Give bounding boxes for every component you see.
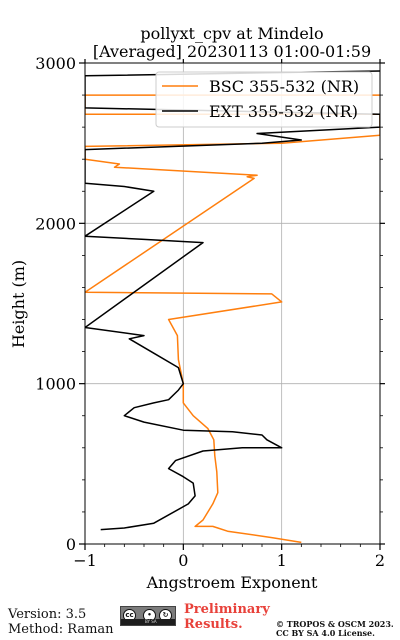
series-layer <box>85 70 380 544</box>
series-line-ext <box>85 70 380 531</box>
legend-box <box>155 71 373 128</box>
y-axis-label: Height (m) <box>9 260 28 348</box>
preliminary-label: Preliminary <box>184 602 270 617</box>
x-tick-label-0: −1 <box>73 551 97 570</box>
legend: BSC 355-532 (NR) EXT 355-532 (NR) <box>155 71 373 128</box>
legend-label-bsc: BSC 355-532 (NR) <box>209 77 359 96</box>
copyright-text: © TROPOS & OSCM 2023. <box>276 619 394 629</box>
x-tick-label-3: 2 <box>375 551 385 570</box>
y-tick-label-3: 3000 <box>35 54 76 73</box>
sa-icon: ↻ <box>159 609 172 622</box>
x-tick-label-1: 0 <box>178 551 188 570</box>
grid-layer <box>84 62 381 545</box>
version-text: Version: 3.5 <box>8 607 87 622</box>
y-tick-label-2: 2000 <box>35 214 76 233</box>
y-tick-label-1: 1000 <box>35 375 76 394</box>
x-axis-label: Angstroem Exponent <box>146 573 318 592</box>
cc-badge-text: BY SA <box>145 619 157 624</box>
y-tick-label-0: 0 <box>66 535 76 554</box>
series-line-bsc <box>85 94 380 544</box>
legend-label-ext: EXT 355-532 (NR) <box>209 102 358 121</box>
license-text: CC BY SA 4.0 License. <box>276 628 375 638</box>
method-text: Method: Raman <box>8 622 114 637</box>
x-tick-label-2: 1 <box>277 551 287 570</box>
results-label: Results. <box>184 617 243 632</box>
chart-subtitle: [Averaged] 20230113 01:00-01:59 <box>93 42 371 61</box>
cc-license-icon: cc • ↻ BY SA <box>120 606 176 626</box>
plot-frame <box>84 62 381 545</box>
cc-icon: cc <box>123 609 136 622</box>
chart-title: pollyxt_cpv at Mindelo <box>140 24 323 43</box>
